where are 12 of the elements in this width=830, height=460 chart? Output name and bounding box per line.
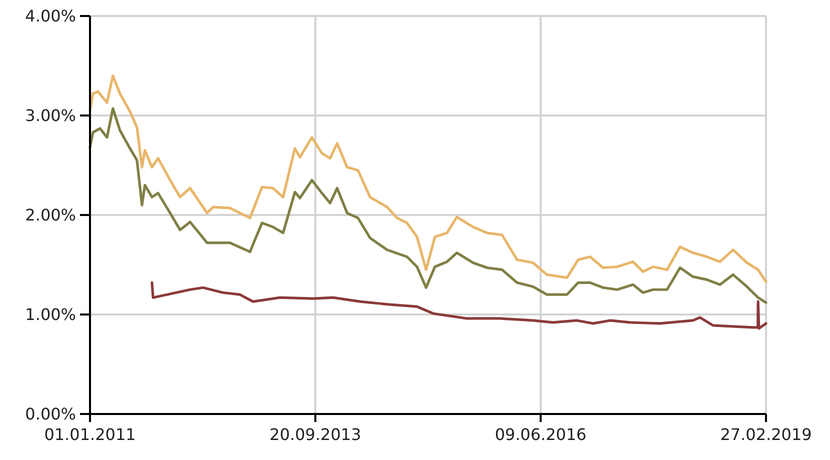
- y-tick-label: 1.00%: [25, 305, 76, 324]
- x-tick-label: 20.09.2013: [270, 425, 362, 444]
- y-tick-label: 0.00%: [25, 404, 76, 424]
- y-tick-label: 2.00%: [25, 206, 76, 225]
- line-series: [88, 74, 768, 283]
- x-tick-label: 27.02.2019: [720, 425, 812, 444]
- line-series: [88, 107, 768, 304]
- x-tick-label: 09.06.2016: [494, 425, 586, 444]
- y-tick-label: 3.00%: [25, 106, 76, 126]
- y-tick-label: 4.00%: [25, 6, 76, 26]
- x-tick-label: 01.01.2011: [44, 425, 136, 444]
- line-series: [150, 281, 768, 330]
